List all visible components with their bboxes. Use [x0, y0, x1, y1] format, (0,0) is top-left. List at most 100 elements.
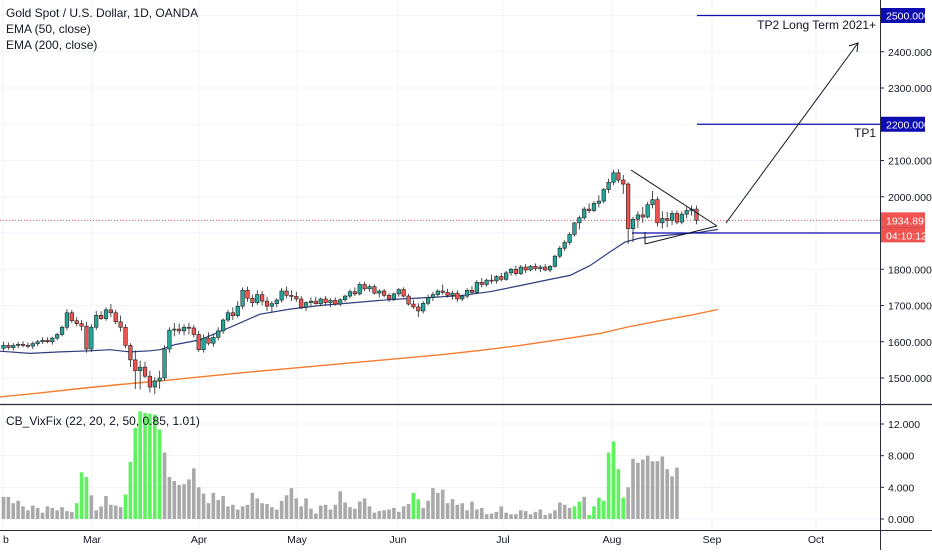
- candle-body-89: [435, 290, 440, 295]
- candle-body-120: [586, 208, 592, 211]
- vixfix-bar-68: [333, 504, 338, 519]
- vixfix-bar-43: [211, 492, 216, 519]
- candle-body-50: [245, 289, 250, 299]
- vixfix-bar-24: [118, 507, 123, 519]
- vixfix-bar-135: [660, 456, 665, 519]
- candle-body-109: [533, 266, 538, 269]
- candle-body-12: [59, 326, 65, 335]
- candle-body-0: [1, 345, 6, 349]
- vixfix-bar-127: [621, 497, 626, 519]
- candle-body-69: [338, 299, 343, 305]
- vixfix-bar-58: [284, 495, 289, 519]
- candle-body-63: [308, 300, 314, 303]
- vixfix-bar-23: [113, 505, 118, 519]
- vixfix-bar-105: [514, 514, 518, 519]
- vixfix-bar-30: [148, 413, 152, 519]
- vixfix-bar-25: [123, 494, 128, 519]
- candle-body-20: [99, 314, 104, 319]
- vixfix-bar-55: [270, 507, 274, 519]
- vixfix-legend: CB_VixFix (22, 20, 2, 50, 0.85, 1.01): [6, 414, 200, 428]
- vixfix-bar-76: [372, 512, 377, 519]
- vixfix-bar-79: [387, 509, 391, 519]
- current-price-label: 1934.897: [886, 215, 930, 227]
- candle-body-91: [445, 292, 450, 296]
- vixfix-bar-54: [265, 503, 269, 519]
- chart-title: Gold Spot / U.S. Dollar, 1D, OANDA: [6, 6, 199, 20]
- candle-body-41: [201, 337, 206, 351]
- vixfix-bar-16: [79, 472, 84, 519]
- vixfix-bar-85: [416, 499, 421, 519]
- vixfix-bar-84: [411, 492, 416, 519]
- candle-body-53: [260, 294, 265, 302]
- candle-body-58: [284, 290, 289, 296]
- price-tick-label: 1500.000: [888, 373, 932, 385]
- candle-body-24: [118, 321, 123, 328]
- vixfix-bar-8: [40, 512, 45, 519]
- vixfix-bar-67: [328, 509, 333, 519]
- vixfix-bar-132: [645, 455, 650, 519]
- candle-body-127: [621, 179, 626, 185]
- time-tick-label: Oct: [808, 534, 824, 546]
- vixfix-bar-114: [558, 502, 562, 519]
- time-tick-label: b: [3, 534, 9, 546]
- candle-body-74: [362, 284, 367, 290]
- vixfix-bar-20: [99, 506, 103, 519]
- candle-body-123: [601, 189, 606, 202]
- vixfix-bar-137: [670, 476, 674, 519]
- countdown-label: 04:10:12: [886, 230, 927, 242]
- vixfix-tick-label: 0.000: [888, 514, 914, 526]
- vixfix-bar-0: [1, 496, 6, 519]
- candle-body-135: [660, 218, 665, 224]
- vixfix-bar-45: [221, 496, 225, 519]
- candle-body-133: [650, 199, 655, 206]
- vixfix-bar-123: [601, 500, 606, 519]
- level-tag-1: [881, 116, 925, 132]
- candle-body-131: [640, 214, 645, 218]
- candle-body-129: [630, 218, 636, 229]
- vixfix-tick-label: 4.000: [888, 482, 914, 494]
- price-tick-label: 1600.000: [888, 337, 932, 349]
- candle-body-51: [250, 297, 255, 303]
- vixfix-bar-47: [231, 504, 235, 519]
- vixfix-bar-82: [401, 506, 406, 519]
- vixfix-bar-118: [577, 501, 582, 519]
- vixfix-bar-2: [11, 503, 16, 519]
- candle-body-126: [616, 172, 621, 181]
- candle-body-42: [206, 337, 211, 344]
- vixfix-bar-11: [55, 510, 59, 519]
- vixfix-bar-77: [377, 511, 382, 519]
- vixfix-bar-111: [543, 515, 547, 519]
- candle-body-81: [396, 289, 401, 295]
- vixfix-bar-90: [440, 489, 445, 519]
- vixfix-bar-41: [201, 493, 206, 519]
- candle-body-18: [89, 326, 94, 350]
- candle-body-44: [216, 330, 221, 338]
- vixfix-bar-125: [611, 441, 616, 519]
- vixfix-bar-3: [16, 500, 20, 519]
- vixfix-bar-121: [592, 506, 596, 519]
- time-tick-label: Aug: [603, 534, 622, 546]
- candle-body-97: [474, 281, 479, 293]
- candle-body-30: [147, 375, 153, 388]
- vixfix-bar-113: [553, 510, 557, 519]
- vixfix-bar-65: [318, 505, 323, 519]
- candle-body-85: [416, 306, 421, 312]
- candle-body-59: [289, 295, 294, 297]
- vixfix-bar-66: [323, 504, 328, 519]
- vixfix-bar-98: [479, 507, 484, 519]
- current-price-tag: [881, 212, 925, 228]
- candle-body-23: [113, 312, 118, 323]
- candle-body-29: [142, 366, 148, 377]
- candle-body-116: [567, 234, 572, 243]
- level-tag-label: 2200.000: [886, 119, 930, 131]
- vixfix-bar-33: [162, 452, 167, 519]
- ema50-legend: EMA (50, close): [6, 22, 91, 36]
- vixfix-bar-91: [445, 503, 450, 519]
- candle-body-92: [450, 292, 455, 296]
- candle-body-25: [123, 326, 128, 346]
- candle-body-101: [494, 276, 499, 282]
- candle-body-125: [611, 172, 616, 183]
- vixfix-bar-4: [21, 506, 25, 519]
- candle-body-54: [264, 300, 270, 307]
